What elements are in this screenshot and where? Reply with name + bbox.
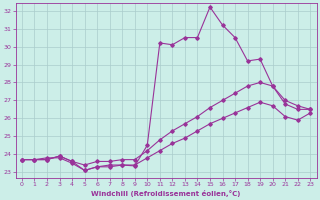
X-axis label: Windchill (Refroidissement éolien,°C): Windchill (Refroidissement éolien,°C) xyxy=(92,190,241,197)
